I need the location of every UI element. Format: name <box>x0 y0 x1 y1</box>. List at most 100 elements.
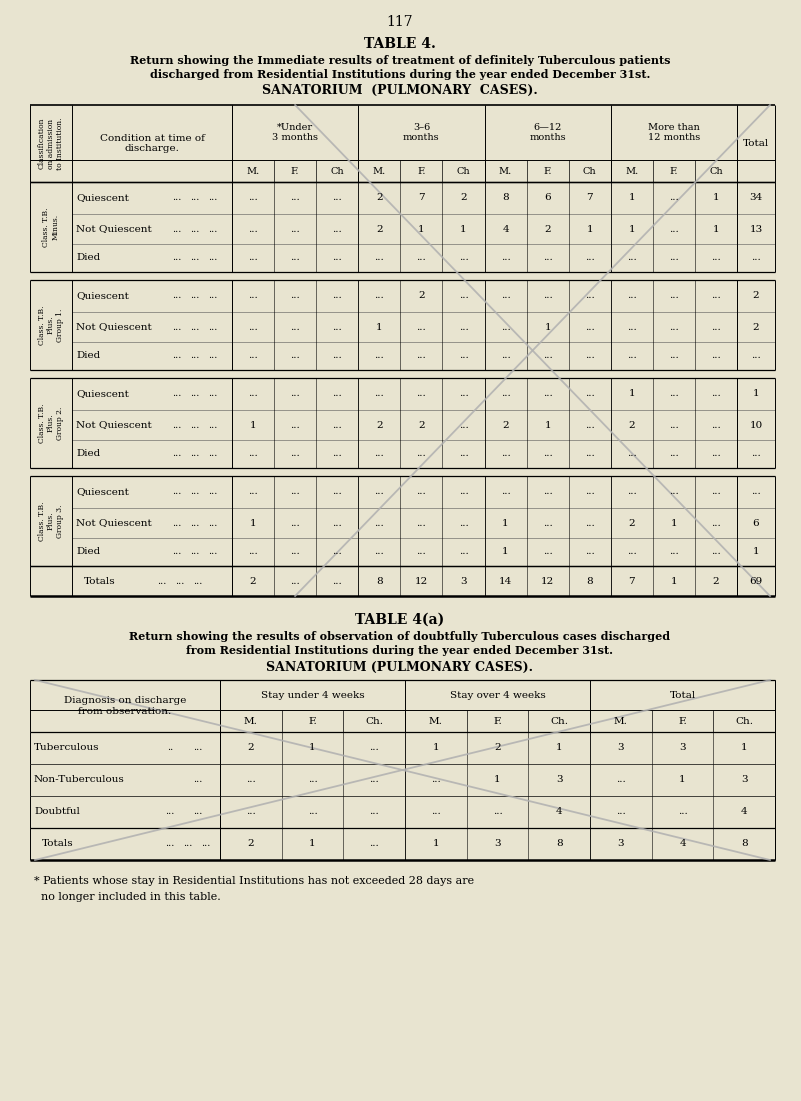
Text: ...: ... <box>501 351 510 360</box>
Text: 7: 7 <box>586 194 593 203</box>
Text: 1: 1 <box>629 390 635 399</box>
Text: ...: ... <box>332 547 342 556</box>
Text: 1: 1 <box>460 225 467 233</box>
Text: Class. T.B.
Minus.: Class. T.B. Minus. <box>42 207 59 247</box>
Text: discharged from Residential Institutions during the year ended December 31st.: discharged from Residential Institutions… <box>150 68 650 79</box>
Text: ...: ... <box>332 421 342 429</box>
Text: ...: ... <box>193 807 203 817</box>
Text: 4: 4 <box>502 225 509 233</box>
Text: ...: ... <box>208 488 218 497</box>
Text: ...: ... <box>191 351 199 360</box>
Text: M.: M. <box>614 717 628 726</box>
Text: ...: ... <box>585 519 594 527</box>
Text: ...: ... <box>669 351 678 360</box>
Text: ...: ... <box>417 390 426 399</box>
Text: ...: ... <box>459 421 469 429</box>
Text: ...: ... <box>248 225 258 233</box>
Text: ...: ... <box>543 253 553 262</box>
Text: Total: Total <box>670 690 695 699</box>
Text: ...: ... <box>191 194 199 203</box>
Text: Ch.: Ch. <box>550 717 568 726</box>
Text: ...: ... <box>208 194 218 203</box>
Text: Classification
on admission
to Institution.: Classification on admission to Instituti… <box>38 117 64 170</box>
Text: ...: ... <box>543 351 553 360</box>
Text: Totals: Totals <box>84 577 116 586</box>
Text: 1: 1 <box>670 519 677 527</box>
Text: ...: ... <box>248 292 258 301</box>
Text: ...: ... <box>627 449 637 458</box>
Text: ...: ... <box>172 449 182 458</box>
Text: ...: ... <box>543 519 553 527</box>
Text: 3: 3 <box>741 775 747 785</box>
Text: ...: ... <box>332 194 342 203</box>
Text: Ch: Ch <box>457 166 470 175</box>
Text: Stay under 4 weeks: Stay under 4 weeks <box>260 690 364 699</box>
Text: ...: ... <box>208 351 218 360</box>
Text: ...: ... <box>369 775 379 785</box>
Text: M.: M. <box>429 717 443 726</box>
Text: ...: ... <box>248 390 258 399</box>
Text: ...: ... <box>543 449 553 458</box>
Text: ...: ... <box>248 194 258 203</box>
Text: M.: M. <box>247 166 260 175</box>
Text: 2: 2 <box>460 194 467 203</box>
Text: ...: ... <box>290 323 300 331</box>
Text: 1: 1 <box>250 421 256 429</box>
Text: ...: ... <box>417 351 426 360</box>
Text: ...: ... <box>417 519 426 527</box>
Text: ...: ... <box>627 253 637 262</box>
Text: 2: 2 <box>376 225 383 233</box>
Text: ...: ... <box>627 323 637 331</box>
Text: ...: ... <box>459 323 469 331</box>
Text: M.: M. <box>499 166 512 175</box>
Text: Ch: Ch <box>583 166 597 175</box>
Text: ...: ... <box>459 519 469 527</box>
Text: Tuberculous: Tuberculous <box>34 743 99 752</box>
Text: ...: ... <box>172 194 182 203</box>
Text: ...: ... <box>374 253 384 262</box>
Text: ...: ... <box>191 519 199 527</box>
Text: ...: ... <box>201 839 211 849</box>
Text: 1: 1 <box>502 547 509 556</box>
Text: ...: ... <box>290 421 300 429</box>
Text: ...: ... <box>669 194 678 203</box>
Text: ...: ... <box>459 292 469 301</box>
Text: ...: ... <box>290 449 300 458</box>
Text: ...: ... <box>191 225 199 233</box>
Text: F.: F. <box>543 166 552 175</box>
Text: 4: 4 <box>679 839 686 849</box>
Text: 8: 8 <box>502 194 509 203</box>
Text: ...: ... <box>711 547 721 556</box>
Text: ...: ... <box>175 577 185 586</box>
Text: Return showing the results of observation of doubtfully Tuberculous cases discha: Return showing the results of observatio… <box>130 632 670 643</box>
Text: ...: ... <box>208 421 218 429</box>
Text: ...: ... <box>585 292 594 301</box>
Text: Ch.: Ch. <box>365 717 383 726</box>
Text: 2: 2 <box>376 194 383 203</box>
Text: ...: ... <box>172 292 182 301</box>
Text: * Patients whose stay in Residential Institutions has not exceeded 28 days are: * Patients whose stay in Residential Ins… <box>34 876 474 886</box>
Text: ...: ... <box>157 577 167 586</box>
Text: 2: 2 <box>545 225 551 233</box>
Text: 1: 1 <box>679 775 686 785</box>
Text: 4: 4 <box>741 807 747 817</box>
Text: Class. T.B.
Plus.
Group 2.: Class. T.B. Plus. Group 2. <box>38 403 64 443</box>
Text: ...: ... <box>459 547 469 556</box>
Text: ...: ... <box>616 775 626 785</box>
Text: ...: ... <box>290 225 300 233</box>
Text: Total: Total <box>743 139 769 148</box>
Text: 2: 2 <box>629 421 635 429</box>
Text: ...: ... <box>191 488 199 497</box>
Text: ...: ... <box>248 351 258 360</box>
Text: ...: ... <box>369 743 379 752</box>
Text: ...: ... <box>459 449 469 458</box>
Text: ...: ... <box>543 292 553 301</box>
Text: F.: F. <box>678 717 687 726</box>
Text: More than
12 months: More than 12 months <box>648 123 700 142</box>
Text: ...: ... <box>711 323 721 331</box>
Text: ..: .. <box>167 743 173 752</box>
Text: ...: ... <box>193 743 203 752</box>
Text: ...: ... <box>711 253 721 262</box>
Text: 10: 10 <box>750 421 763 429</box>
Text: ...: ... <box>751 449 761 458</box>
